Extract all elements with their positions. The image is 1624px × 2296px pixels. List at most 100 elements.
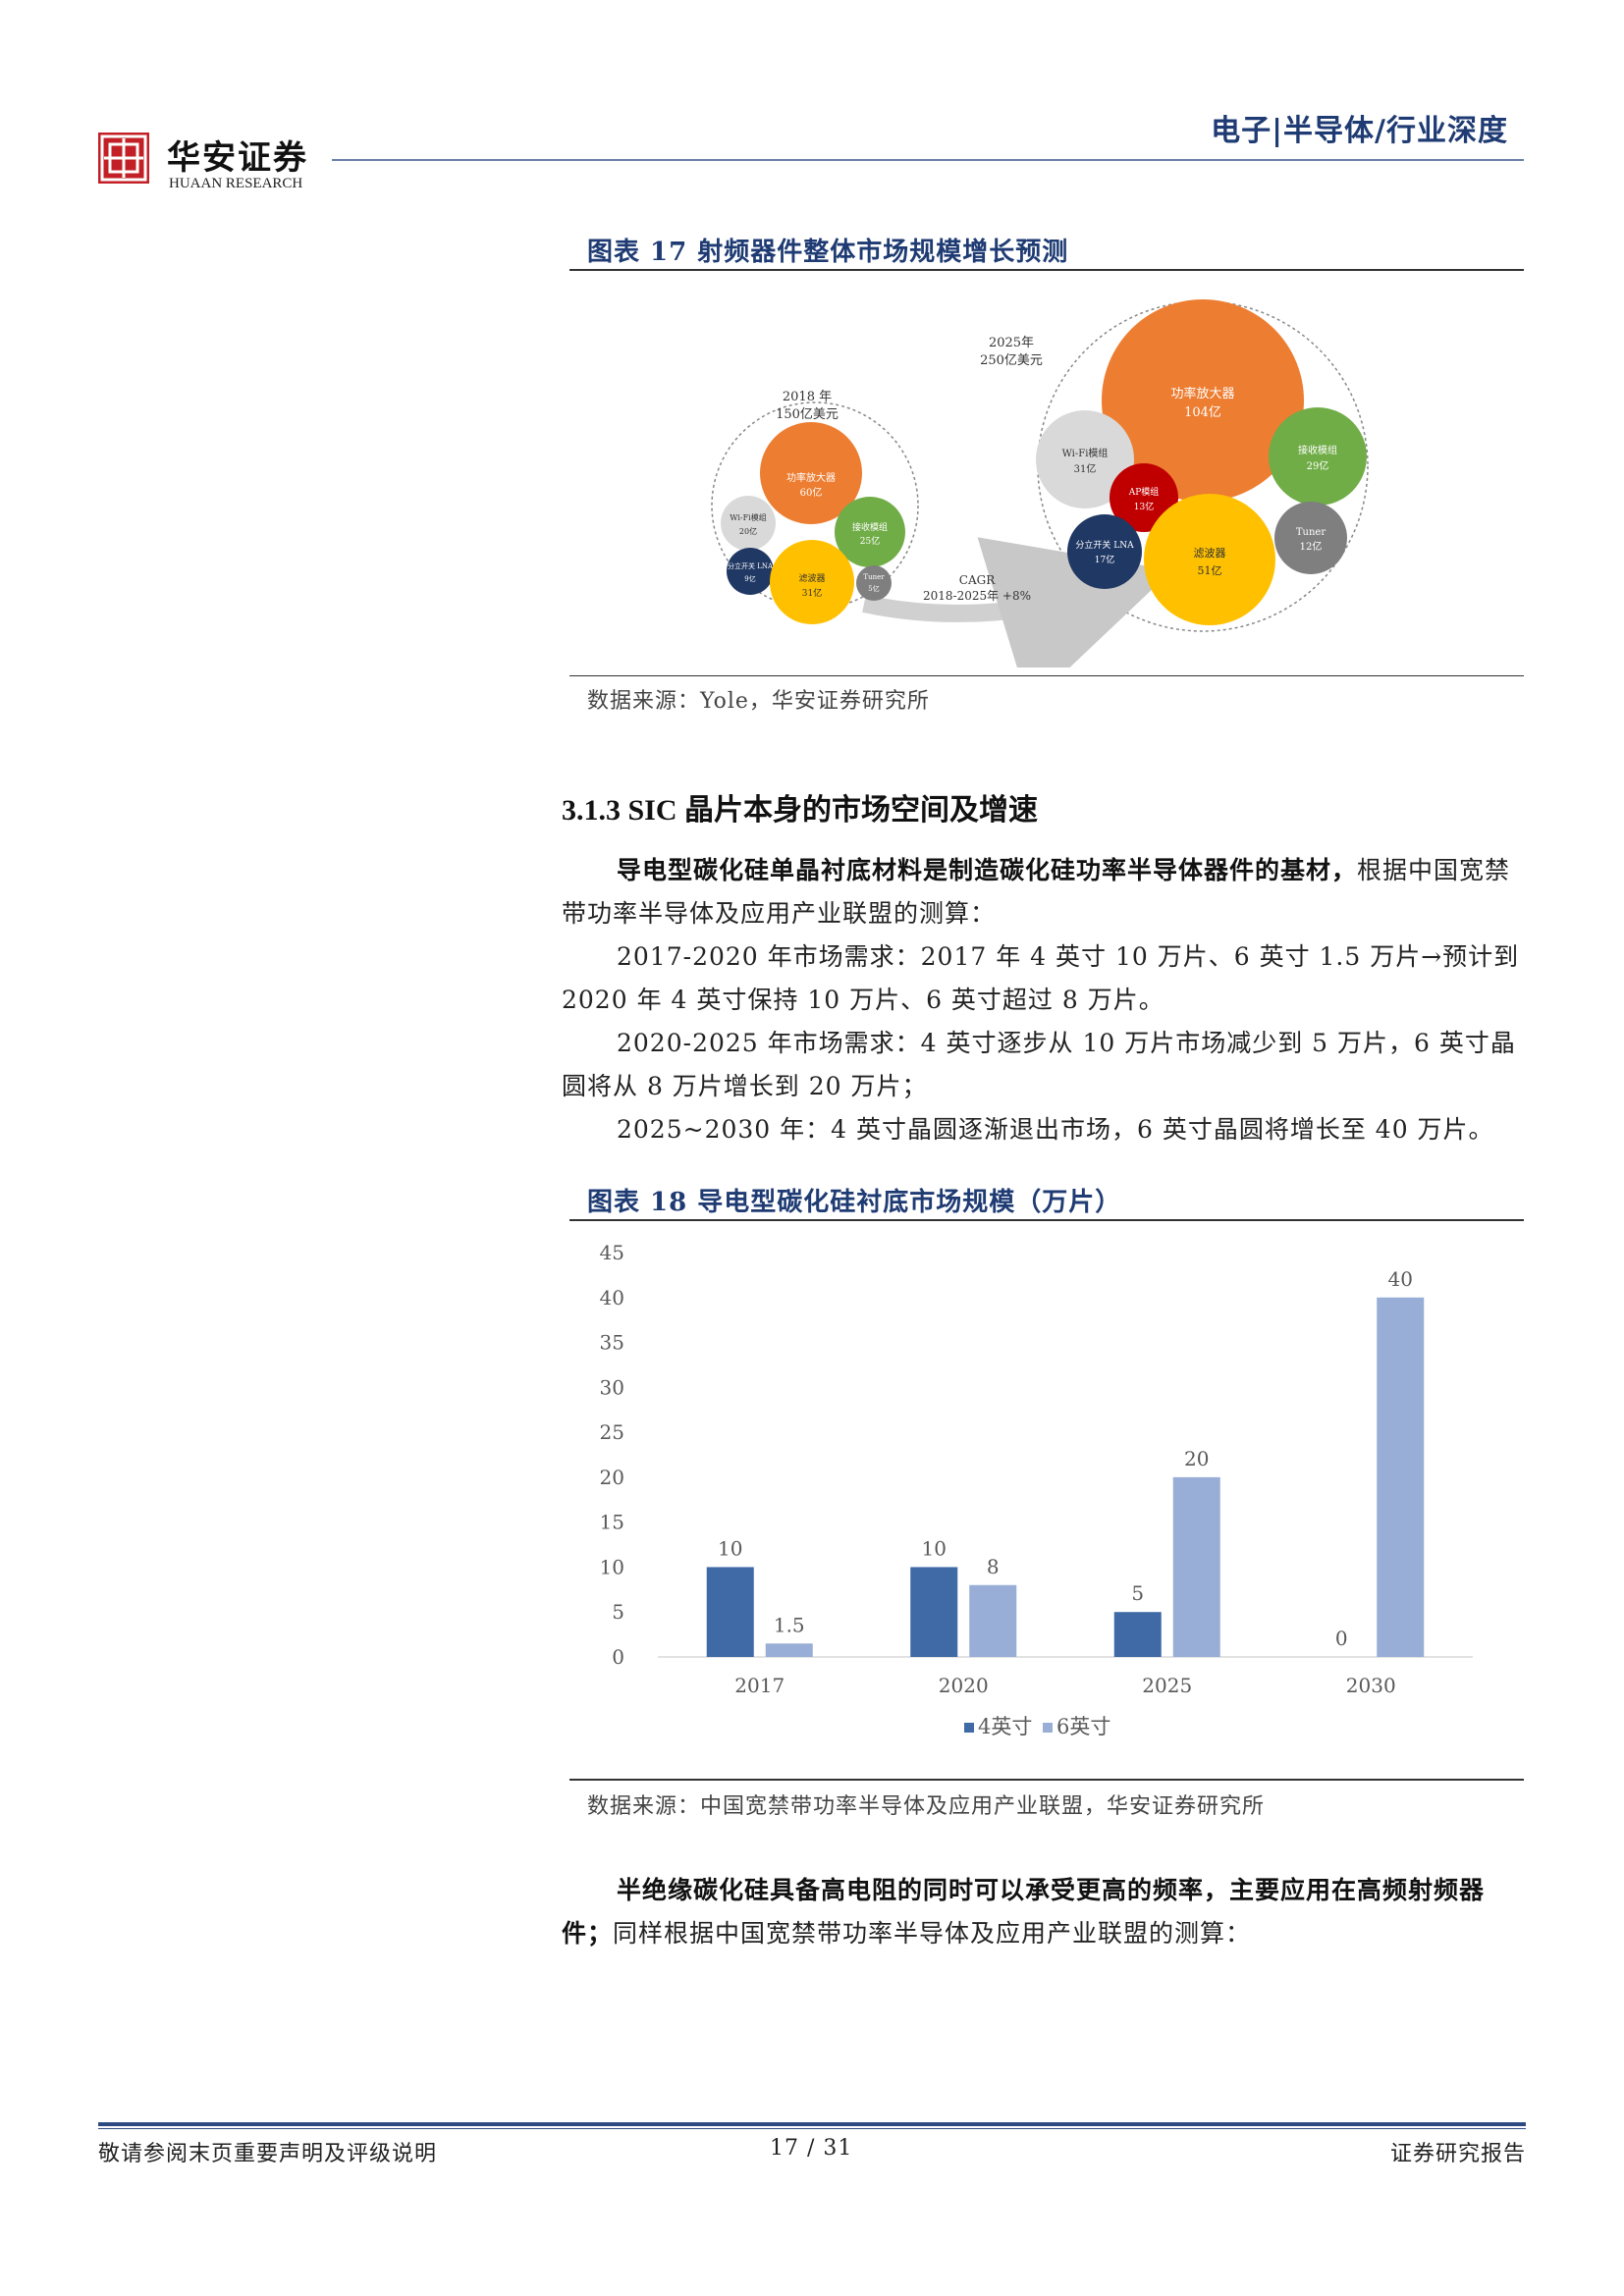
bar-data-label: 10	[922, 1536, 947, 1560]
section-heading: 3.1.3 SIC 晶片本身的市场空间及增速	[562, 794, 1039, 827]
y-axis-ticks: 0 5 10 15 20 25 30 35 40 45	[600, 1241, 624, 1669]
bubble-2018-wifi-name: Wi-Fi模组	[730, 512, 766, 522]
bubble-2025-pa-name: 功率放大器	[1170, 386, 1234, 401]
bubble-2025-wifi	[1036, 410, 1134, 508]
paragraph-4: 2025~2030 年：4 英寸晶圆逐渐退出市场，6 英寸晶圆将增长至 40 万…	[617, 1115, 1494, 1144]
bubble-2018-pa	[760, 422, 862, 524]
bubble-2018-rx	[835, 497, 905, 567]
y-tick-label: 35	[600, 1331, 624, 1355]
bubble-2025-ap	[1110, 463, 1178, 532]
y-tick-label: 20	[600, 1466, 624, 1489]
figure-18-title: 图表 18 导电型碳化硅衬底市场规模（万片）	[587, 1188, 1122, 1217]
y-tick-label: 0	[612, 1645, 624, 1669]
y-tick-label: 10	[600, 1555, 624, 1578]
bubble-2018-filter-value: 31亿	[802, 587, 822, 599]
bubble-2025-filter	[1144, 494, 1275, 625]
figure-18-bottom-rule	[569, 1779, 1524, 1781]
paragraph-1-bold: 导电型碳化硅单晶衬底材料是制造碳化硅功率半导体器件的基材，	[617, 856, 1358, 884]
bar-6英寸-2020	[969, 1584, 1017, 1657]
bubble-2018-filter	[770, 540, 854, 624]
bubble-2025-tuner-name: Tuner	[1296, 527, 1326, 538]
paragraph-2: 2017-2020 年市场需求：2017 年 4 英寸 10 万片、6 英寸 1…	[562, 942, 1520, 1014]
bar-data-label: 5	[1131, 1581, 1144, 1605]
bubble-2025-filter-value: 51亿	[1198, 564, 1222, 577]
paragraph-5-bold: 半绝缘碳化硅具备高电阻的同时可以承受更高的频率，主要应用在高频射频器件；	[562, 1876, 1486, 1948]
x-axis-ticks: 2017 2020 2025 2030	[734, 1674, 1395, 1697]
bubble-2025-lna-name: 分立开关 LNA	[1075, 539, 1134, 551]
figure-17-top-rule	[569, 269, 1524, 271]
bubble-2018-wifi	[721, 496, 776, 551]
label-2018-total: 150亿美元	[776, 407, 839, 422]
x-tick-label: 2020	[939, 1674, 989, 1697]
cagr-label: CAGR	[959, 573, 996, 587]
legend-swatch	[1043, 1723, 1053, 1733]
bar-data-label: 40	[1388, 1267, 1413, 1291]
bar-data-label: 8	[987, 1555, 1000, 1578]
bubble-2018-rx-name: 接收模组	[852, 521, 888, 533]
bubble-group-2025-outline	[1037, 300, 1369, 632]
bubble-2018-tuner-value: 5亿	[868, 584, 879, 593]
y-tick-label: 45	[600, 1241, 624, 1264]
y-tick-label: 5	[612, 1600, 624, 1624]
logo-seal-icon	[98, 133, 149, 184]
figure-18-source: 数据来源：中国宽禁带功率半导体及应用产业联盟，华安证券研究所	[587, 1794, 1266, 1819]
bar-6英寸-2025	[1172, 1476, 1220, 1657]
page-number: 17 / 31	[770, 2136, 853, 2161]
bubble-2025-ap-value: 13亿	[1134, 501, 1154, 512]
bubble-2025-ap-name: AP模组	[1128, 486, 1160, 498]
bubbles-2018: 功率放大器 60亿 Wi-Fi模组 20亿 接收模组 25亿 分立开关 LNA …	[721, 422, 905, 624]
bar-data-labels: 10 1.5 10 8 5 20 0 40	[718, 1267, 1413, 1650]
bubble-2018-lna-value: 9亿	[744, 574, 755, 583]
footer-disclaimer: 敬请参阅末页重要声明及评级说明	[98, 2142, 438, 2166]
figure-17-source: 数据来源：Yole，华安证券研究所	[587, 689, 930, 714]
x-tick-label: 2025	[1142, 1674, 1192, 1697]
bubble-2025-lna	[1067, 514, 1142, 589]
footer-divider-thin	[98, 2128, 1526, 2129]
bubble-2025-rx-name: 接收模组	[1298, 444, 1337, 456]
bubble-2025-rx-value: 29亿	[1307, 459, 1329, 472]
bar-data-label: 20	[1184, 1447, 1209, 1470]
bubble-2018-filter-name: 滤波器	[798, 572, 825, 584]
cagr-value: 2018-2025年 +8%	[923, 589, 1031, 603]
label-2025: 2025年	[989, 336, 1034, 350]
label-2025-total: 250亿美元	[980, 353, 1043, 368]
bubble-2018-lna-name: 分立开关 LNA	[728, 561, 774, 570]
bar-4英寸-2025	[1113, 1612, 1162, 1657]
logo-text-en: HUAAN RESEARCH	[169, 176, 303, 191]
bubble-2018-pa-name: 功率放大器	[786, 471, 836, 484]
report-category: 电子|半导体/行业深度	[1211, 114, 1508, 148]
bar-4英寸-2020	[910, 1567, 958, 1657]
bubble-2025-wifi-name: Wi-Fi模组	[1062, 447, 1109, 459]
paragraph-5: 半绝缘碳化硅具备高电阻的同时可以承受更高的频率，主要应用在高频射频器件；同样根据…	[562, 1869, 1526, 1955]
bubble-2025-lna-value: 17亿	[1095, 554, 1114, 565]
legend-label: 6英寸	[1056, 1715, 1110, 1738]
bubble-2025-tuner	[1274, 502, 1347, 574]
legend-swatch	[964, 1723, 974, 1733]
bubble-2018-wifi-value: 20亿	[739, 526, 757, 536]
bar-4英寸-2017	[706, 1567, 754, 1657]
x-tick-label: 2030	[1346, 1674, 1396, 1697]
figure-17-title: 图表 17 射频器件整体市场规模增长预测	[587, 238, 1069, 267]
bubble-2025-rx	[1269, 407, 1367, 506]
bar-data-label: 10	[718, 1536, 742, 1560]
figure-17-bubble-chart: 2018 年 150亿美元 2025年 250亿美元 CAGR 2018-202…	[711, 299, 1369, 667]
y-tick-label: 30	[600, 1375, 624, 1399]
paragraph-1: 导电型碳化硅单晶衬底材料是制造碳化硅功率半导体器件的基材，根据中国宽禁带功率半导…	[562, 849, 1526, 935]
bubble-2018-rx-value: 25亿	[860, 535, 880, 547]
legend-label: 4英寸	[978, 1715, 1032, 1738]
label-2018: 2018 年	[783, 390, 832, 404]
paragraph-1-rest: 根据中国宽禁带功率半导体及应用产业联盟的测算：	[562, 856, 1511, 928]
bar-data-label: 0	[1335, 1627, 1348, 1650]
paragraph-5-rest: 同样根据中国宽禁带功率半导体及应用产业联盟的测算：	[613, 1919, 1252, 1948]
bubbles-2025: 功率放大器 104亿 Wi-Fi模组 31亿 AP模组 13亿 接收模组 29亿…	[1036, 299, 1367, 625]
bar-data-label: 1.5	[774, 1613, 805, 1636]
legend: 4英寸 6英寸	[964, 1715, 1110, 1738]
bubble-2018-tuner	[856, 565, 892, 601]
bubble-2018-lna	[727, 548, 774, 595]
bubble-2025-tuner-value: 12亿	[1300, 540, 1323, 553]
logo-text-cn: 华安证券	[167, 138, 308, 178]
bubble-2025-pa-value: 104亿	[1184, 405, 1221, 420]
bar-6英寸-2017	[765, 1643, 813, 1657]
figure-18-top-rule	[569, 1219, 1524, 1221]
